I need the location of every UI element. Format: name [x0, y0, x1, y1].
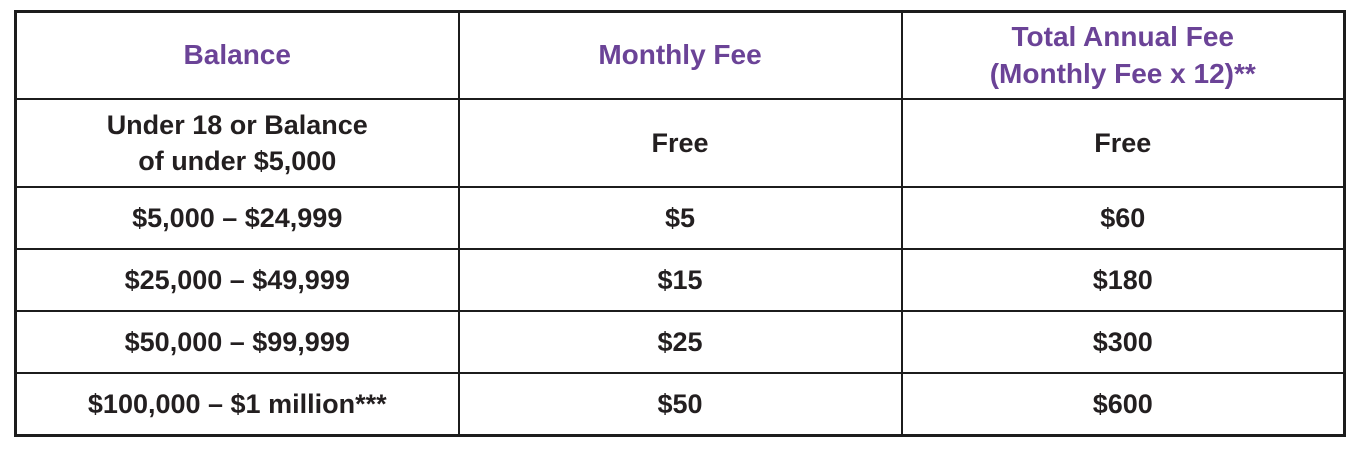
table-body: Under 18 or Balance of under $5,000 Free…: [14, 98, 1346, 437]
cell-monthly-fee-tier-4: $25: [457, 310, 903, 374]
cell-balance-tier-1: Under 18 or Balance of under $5,000: [14, 98, 460, 188]
cell-monthly-fee-tier-1: Free: [457, 98, 903, 188]
header-row: Balance Monthly Fee Total Annual Fee (Mo…: [14, 10, 1346, 100]
cell-annual-fee-tier-5: $600: [900, 372, 1346, 437]
table-row: Under 18 or Balance of under $5,000 Free…: [14, 98, 1346, 188]
cell-balance-tier-5: $100,000 – $1 million***: [14, 372, 460, 437]
cell-balance-tier-4: $50,000 – $99,999: [14, 310, 460, 374]
table-row: $25,000 – $49,999 $15 $180: [14, 248, 1346, 312]
table-row: $5,000 – $24,999 $5 $60: [14, 186, 1346, 250]
header-cell-balance: Balance: [14, 10, 460, 100]
table-row: $100,000 – $1 million*** $50 $600: [14, 372, 1346, 437]
cell-balance-tier-3: $25,000 – $49,999: [14, 248, 460, 312]
fee-schedule-table: Balance Monthly Fee Total Annual Fee (Mo…: [14, 10, 1346, 437]
cell-annual-fee-tier-4: $300: [900, 310, 1346, 374]
header-cell-total-annual-fee: Total Annual Fee (Monthly Fee x 12)**: [900, 10, 1346, 100]
cell-monthly-fee-tier-5: $50: [457, 372, 903, 437]
cell-monthly-fee-tier-3: $15: [457, 248, 903, 312]
cell-annual-fee-tier-2: $60: [900, 186, 1346, 250]
cell-balance-tier-2: $5,000 – $24,999: [14, 186, 460, 250]
header-cell-monthly-fee: Monthly Fee: [457, 10, 903, 100]
table-header: Balance Monthly Fee Total Annual Fee (Mo…: [14, 10, 1346, 100]
cell-monthly-fee-tier-2: $5: [457, 186, 903, 250]
table-row: $50,000 – $99,999 $25 $300: [14, 310, 1346, 374]
cell-annual-fee-tier-3: $180: [900, 248, 1346, 312]
cell-annual-fee-tier-1: Free: [900, 98, 1346, 188]
